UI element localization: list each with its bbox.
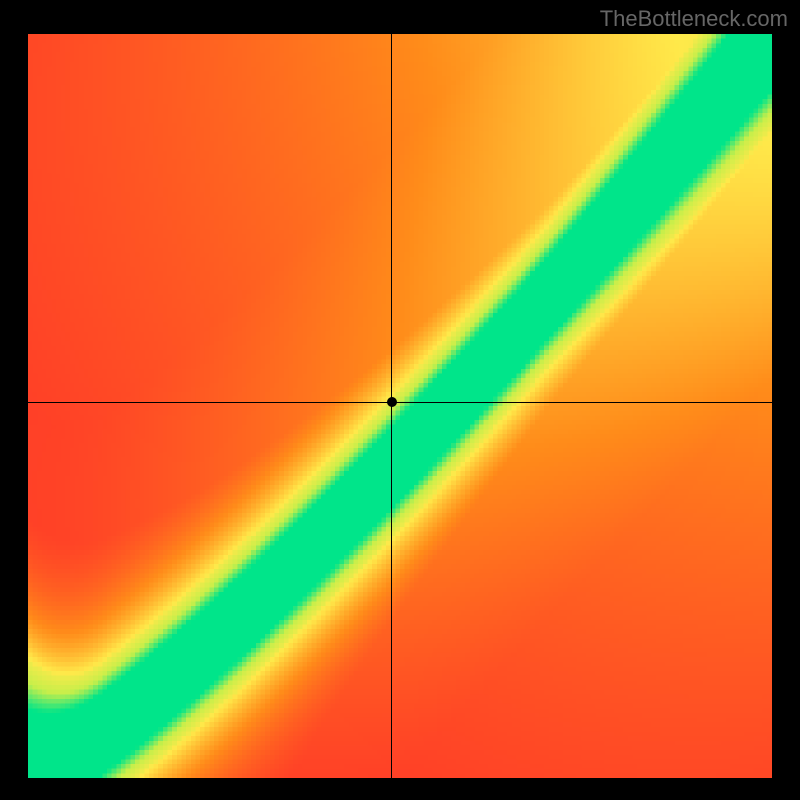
crosshair-horizontal	[28, 402, 772, 403]
heatmap-canvas	[28, 34, 772, 778]
watermark-text: TheBottleneck.com	[600, 6, 788, 32]
heatmap-plot	[28, 34, 772, 778]
